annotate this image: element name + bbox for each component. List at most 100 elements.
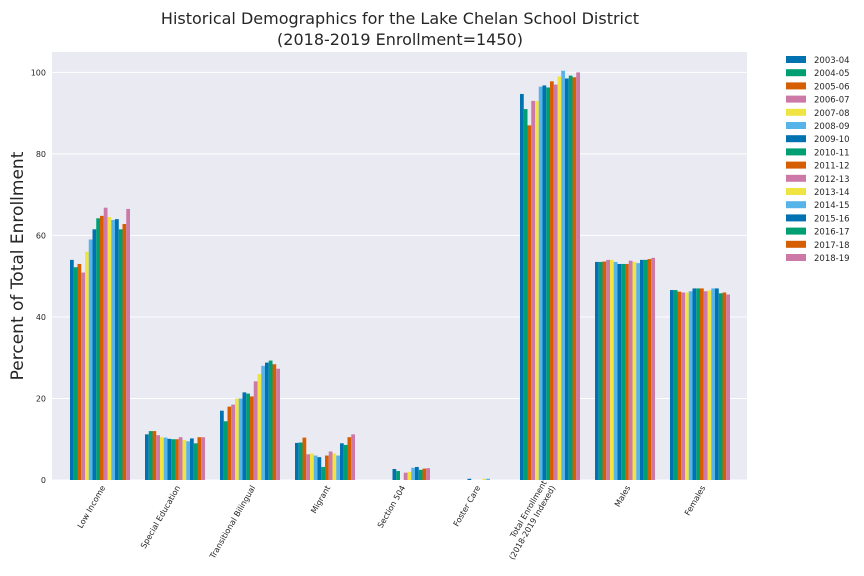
bar	[681, 292, 685, 480]
bar	[643, 259, 648, 480]
bar	[167, 438, 172, 480]
bar	[422, 468, 427, 480]
bar	[111, 219, 115, 480]
bar	[295, 442, 299, 480]
bar	[261, 365, 265, 480]
bar	[171, 439, 175, 480]
x-tick-label-line: Females	[683, 484, 707, 517]
chart-title-line1: Historical Demographics for the Lake Che…	[161, 9, 639, 28]
bar	[81, 272, 85, 480]
bar	[201, 437, 205, 480]
bar	[726, 294, 730, 480]
bar	[520, 93, 524, 480]
bar	[606, 259, 610, 480]
bar	[550, 81, 554, 480]
bar	[418, 469, 423, 480]
bar	[186, 441, 190, 480]
x-tick-label: Total Enrollment(2018-2019 Indexed)	[507, 479, 557, 561]
y-tick-label: 20	[36, 394, 46, 403]
bar	[621, 263, 625, 480]
legend-swatch	[786, 254, 806, 261]
x-tick-label: Migrant	[309, 484, 332, 515]
legend-label: 2017-18	[814, 241, 850, 251]
bar	[103, 207, 108, 480]
legend-label: 2003-04	[814, 56, 850, 66]
x-tick-label-line: Males	[613, 484, 632, 509]
bar	[718, 293, 723, 480]
bar	[628, 260, 633, 480]
bar	[557, 76, 562, 481]
legend-swatch	[786, 188, 806, 195]
bar	[336, 455, 340, 480]
x-tick-label: Transitional Bilingual	[208, 484, 258, 561]
legend-swatch	[786, 69, 806, 77]
bar	[122, 224, 127, 480]
x-tick-label-line: Section 504	[376, 484, 408, 530]
legend-swatch	[786, 122, 806, 129]
bar	[246, 393, 250, 480]
bar	[272, 364, 277, 480]
x-tick-label: Low Income	[76, 484, 108, 530]
chart-title-line2: (2018-2019 Enrollment=1450)	[277, 30, 523, 49]
bar	[415, 466, 419, 480]
bar	[685, 292, 689, 480]
bar	[546, 87, 550, 481]
legend-label: 2016-17	[814, 228, 850, 238]
bar	[298, 442, 303, 480]
bar	[70, 259, 74, 480]
bar	[561, 70, 565, 480]
bar	[77, 263, 82, 480]
bar	[317, 457, 322, 480]
bars-layer	[70, 70, 730, 481]
bar	[347, 437, 352, 480]
legend-swatch	[786, 95, 806, 103]
legend-swatch	[786, 148, 806, 156]
legend: 2003-04 2004-05 2005-06 2006-07 2007-08 2008-…	[786, 56, 850, 264]
legend-label: 2014-15	[814, 201, 850, 211]
bar	[115, 219, 119, 480]
bar	[625, 263, 629, 480]
legend-label: 2012-13	[814, 175, 850, 185]
legend-swatch	[786, 227, 806, 235]
bar	[482, 478, 487, 480]
bar	[467, 478, 472, 480]
y-tick-labels: 0 20 40 60 80 100	[31, 68, 46, 485]
bar	[576, 72, 580, 480]
bar	[535, 100, 539, 480]
legend-label: 2004-05	[814, 69, 850, 79]
bar	[565, 78, 569, 480]
bar	[160, 437, 164, 480]
bar	[610, 259, 614, 480]
bar	[595, 261, 599, 480]
x-tick-label-line: Transitional Bilingual	[208, 484, 258, 561]
legend-swatch	[786, 201, 806, 209]
bar	[343, 444, 348, 480]
bar	[673, 290, 678, 480]
bar	[598, 261, 603, 480]
x-tick-label: Section 504	[376, 484, 408, 530]
bar	[703, 291, 708, 480]
bar	[163, 437, 168, 480]
bar	[231, 404, 235, 480]
bar	[700, 288, 704, 480]
legend-swatch	[786, 135, 806, 143]
bar	[302, 437, 307, 480]
x-tick-label-line: Migrant	[309, 484, 332, 515]
bar	[553, 84, 558, 481]
bar	[692, 288, 697, 480]
legend-label: 2015-16	[814, 214, 850, 224]
bar	[715, 288, 719, 480]
legend-swatch	[786, 174, 806, 182]
bar	[313, 455, 318, 480]
bar	[235, 398, 239, 480]
legend-swatch	[786, 161, 806, 169]
bar	[190, 438, 194, 480]
bar	[527, 125, 532, 481]
x-tick-label: Females	[683, 484, 707, 517]
bar	[411, 467, 415, 480]
x-tick-label-line: Low Income	[76, 484, 108, 530]
y-tick-label: 100	[31, 68, 46, 77]
bar	[152, 431, 157, 480]
